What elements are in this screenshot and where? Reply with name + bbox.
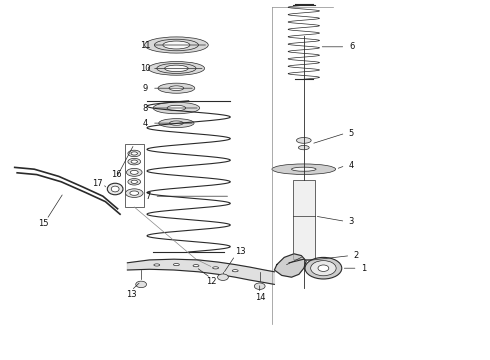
Ellipse shape	[131, 180, 137, 184]
Ellipse shape	[136, 281, 147, 288]
Text: 5: 5	[349, 129, 354, 138]
Ellipse shape	[272, 164, 336, 175]
Ellipse shape	[163, 41, 190, 49]
Ellipse shape	[305, 257, 342, 279]
Text: 13: 13	[235, 247, 245, 256]
Ellipse shape	[170, 121, 183, 125]
Ellipse shape	[128, 150, 141, 157]
Text: 17: 17	[92, 179, 102, 188]
Ellipse shape	[232, 270, 238, 272]
Ellipse shape	[173, 264, 179, 266]
Text: 4: 4	[143, 119, 147, 128]
Ellipse shape	[296, 138, 311, 143]
Polygon shape	[127, 259, 274, 284]
Ellipse shape	[131, 152, 137, 155]
Text: 9: 9	[143, 84, 147, 93]
Ellipse shape	[158, 83, 195, 93]
Ellipse shape	[193, 265, 199, 267]
Ellipse shape	[159, 119, 194, 128]
Text: 2: 2	[354, 251, 359, 260]
Ellipse shape	[125, 189, 143, 198]
Text: 11: 11	[140, 41, 150, 50]
Text: 14: 14	[255, 292, 266, 302]
Ellipse shape	[298, 145, 309, 150]
Text: 3: 3	[349, 217, 354, 226]
Ellipse shape	[165, 65, 188, 72]
Bar	[125, 144, 144, 207]
Text: 16: 16	[111, 170, 122, 179]
Ellipse shape	[128, 158, 141, 165]
Text: 13: 13	[126, 289, 137, 299]
Text: 1: 1	[361, 264, 366, 273]
Bar	[293, 180, 315, 259]
Ellipse shape	[107, 183, 123, 195]
Ellipse shape	[213, 267, 219, 269]
Ellipse shape	[111, 186, 119, 192]
Text: 12: 12	[206, 277, 217, 286]
Ellipse shape	[153, 102, 200, 114]
Ellipse shape	[254, 283, 265, 289]
Text: 15: 15	[38, 219, 49, 228]
Ellipse shape	[145, 37, 208, 53]
Text: 4: 4	[349, 161, 354, 170]
Ellipse shape	[130, 191, 139, 195]
Ellipse shape	[128, 179, 141, 185]
Polygon shape	[274, 254, 306, 277]
Text: 6: 6	[349, 42, 354, 51]
Ellipse shape	[131, 160, 137, 163]
Ellipse shape	[169, 86, 184, 91]
Ellipse shape	[218, 274, 228, 280]
Ellipse shape	[126, 168, 142, 176]
Text: 7: 7	[146, 192, 150, 201]
Ellipse shape	[311, 261, 336, 276]
Ellipse shape	[292, 167, 316, 171]
Ellipse shape	[154, 264, 160, 266]
Ellipse shape	[318, 265, 329, 271]
Ellipse shape	[148, 62, 205, 75]
Text: 8: 8	[143, 104, 147, 113]
Ellipse shape	[167, 105, 186, 111]
Text: 10: 10	[140, 64, 150, 73]
Ellipse shape	[130, 170, 138, 174]
